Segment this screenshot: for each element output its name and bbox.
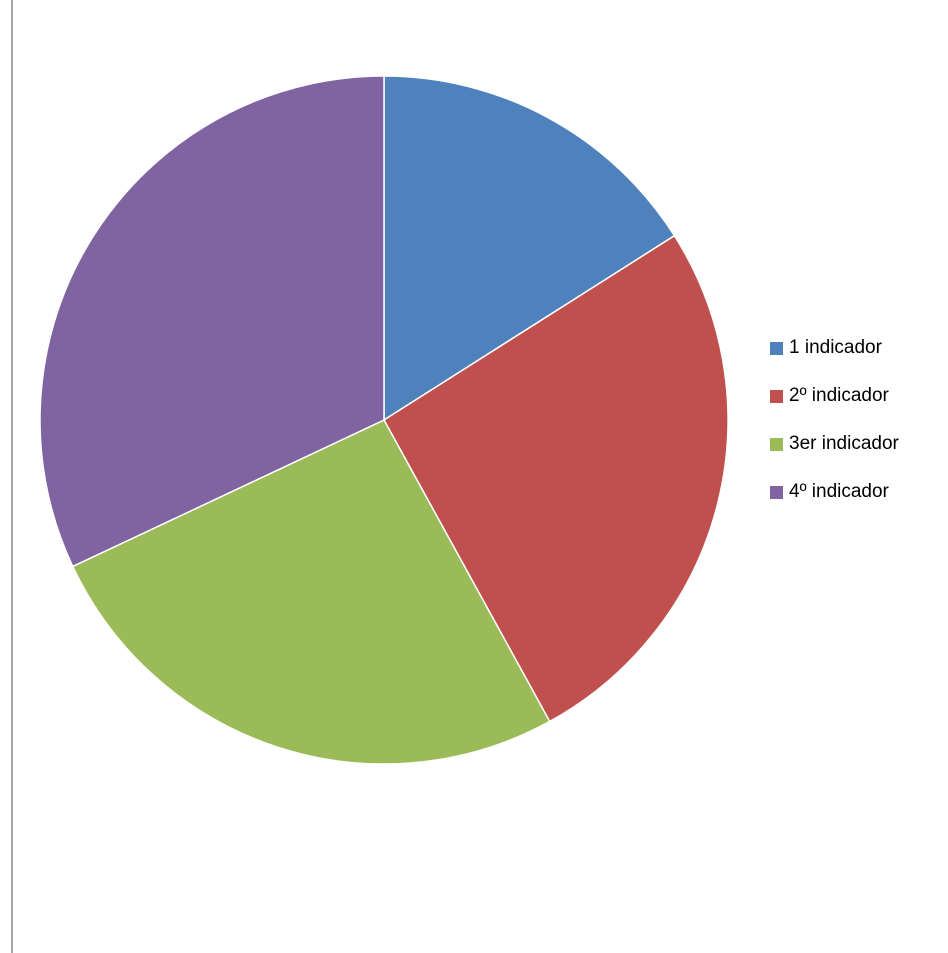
legend-label-1: 1 indicador <box>789 337 882 358</box>
chart-legend: 1 indicador 2º indicador 3er indicador 4… <box>770 336 899 528</box>
pie-slice-1 <box>383 75 676 421</box>
legend-item-1: 1 indicador <box>770 336 899 360</box>
pie-slice-2 <box>383 234 729 723</box>
legend-item-3: 3er indicador <box>770 432 899 456</box>
legend-swatch-1 <box>770 341 783 355</box>
legend-item-2: 2º indicador <box>770 384 899 408</box>
legend-label-4: 4º indicador <box>789 481 889 502</box>
legend-label-2: 2º indicador <box>789 385 889 406</box>
pie-slice-3 <box>71 419 551 765</box>
legend-label-3: 3er indicador <box>789 433 899 454</box>
pie-slice-4 <box>39 75 385 568</box>
chart-frame-border <box>11 0 13 953</box>
legend-swatch-3 <box>770 437 783 451</box>
legend-swatch-4 <box>770 485 783 499</box>
legend-swatch-2 <box>770 389 783 403</box>
legend-item-4: 4º indicador <box>770 480 899 504</box>
